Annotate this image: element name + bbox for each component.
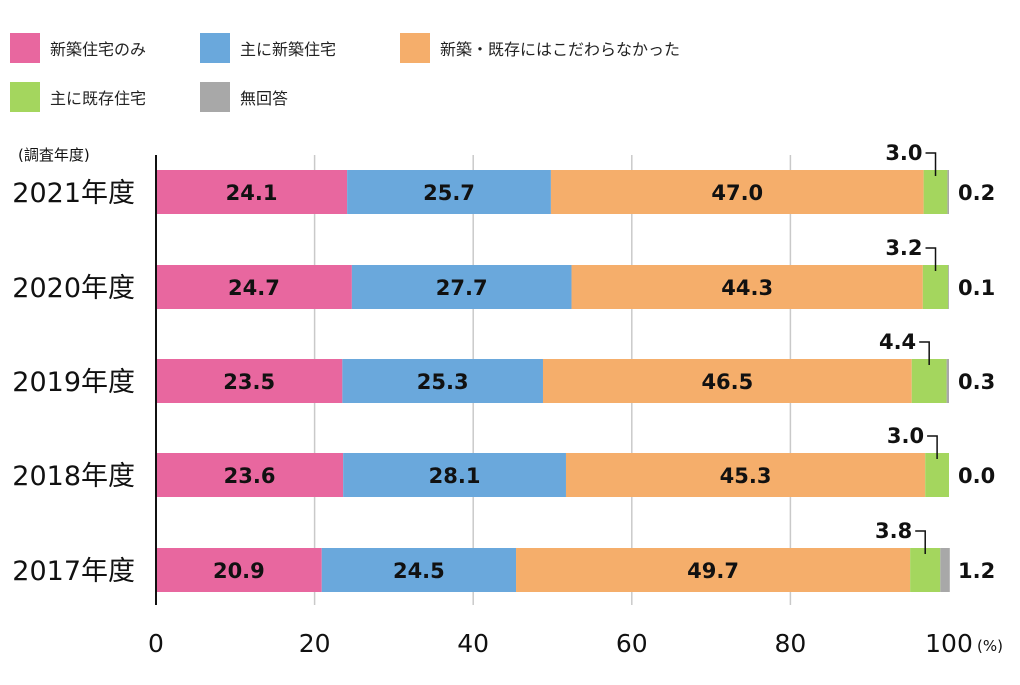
bar-segment [156,359,343,403]
data-label: 23.5 [223,370,275,394]
legend-item-mainly-shinchiku: 主に新築住宅 [200,33,336,63]
x-tick-label: 40 [457,629,489,658]
legend-label: 新築・既存にはこだわらなかった [440,40,681,59]
bar-segment [343,453,566,497]
legend: 新築住宅のみ 主に新築住宅 新築・既存にはこだわらなかった 主に既存住宅 無回答 [0,0,1020,120]
data-label: 3.0 [885,141,922,165]
bar-segment [516,548,911,592]
data-label: 0.0 [958,464,995,488]
bar-segment [550,170,924,214]
leader-line [915,530,926,554]
data-label: 46.5 [701,370,753,394]
data-label: 25.7 [423,181,475,205]
data-label: 49.7 [687,559,739,583]
legend-swatch [400,33,430,63]
category-label: 2020年度 [12,273,135,304]
bar-segment [342,359,543,403]
bar-segment [911,359,947,403]
legend-item-shinchiku-only: 新築住宅のみ [10,33,146,63]
x-tick-label: 60 [616,629,648,658]
legend-swatch [200,33,230,63]
data-label: 0.3 [958,370,995,394]
legend-label: 主に新築住宅 [240,40,337,59]
data-label: 0.1 [958,276,995,300]
data-label: 3.2 [885,236,922,260]
data-label: 3.8 [875,519,912,543]
category-label: 2021年度 [12,178,135,209]
bar-segment [571,265,923,309]
bar-segment [565,453,926,497]
bar-segment [542,359,912,403]
data-label: 23.6 [224,464,276,488]
bar-segment [156,548,322,592]
y-axis-caption: (調査年度) [18,146,90,164]
bar-segment [940,548,950,592]
bar-segment [347,170,551,214]
data-label: 45.3 [720,464,772,488]
bar-segment [947,170,949,214]
data-label: 24.1 [226,181,278,205]
legend-label: 新築住宅のみ [50,40,147,59]
data-label: 20.9 [213,559,265,583]
legend-label: 無回答 [240,89,289,108]
data-label: 27.7 [436,276,488,300]
legend-swatch [10,33,40,63]
bar-segment [156,265,352,309]
bar-segment [948,265,949,309]
data-label: 3.0 [887,424,924,448]
leader-line [925,152,937,176]
data-label: 25.3 [417,370,469,394]
bar-segment [922,265,949,309]
data-label: 4.4 [879,330,916,354]
legend-swatch [10,82,40,112]
legend-item-mainly-existing: 主に既存住宅 [10,82,146,112]
leader-line [919,341,930,365]
legend-swatch [200,82,230,112]
category-label: 2018年度 [12,461,135,492]
leader-line [927,435,938,459]
data-label: 24.7 [228,276,280,300]
unit-label: (%) [977,637,1003,655]
data-label: 0.2 [958,181,995,205]
data-label: 1.2 [958,559,995,583]
data-label: 28.1 [429,464,481,488]
bar-segment [925,453,949,497]
legend-label: 主に既存住宅 [50,89,147,108]
bar-segment [321,548,517,592]
bar-segment [156,453,344,497]
bar-segment [351,265,572,309]
bar-segment [946,359,949,403]
x-tick-label: 0 [148,629,164,658]
bar-segment [910,548,941,592]
data-label: 47.0 [711,181,763,205]
category-label: 2019年度 [12,367,135,398]
leader-line [925,247,937,271]
bar-segment [156,170,348,214]
data-label: 44.3 [721,276,773,300]
category-label: 2017年度 [12,556,135,587]
data-label: 24.5 [393,559,445,583]
x-tick-label: 20 [299,629,331,658]
legend-item-no-preference: 新築・既存にはこだわらなかった [400,33,680,63]
legend-item-no-answer: 無回答 [200,82,288,112]
x-tick-label: 80 [774,629,806,658]
bar-segment [923,170,948,214]
x-tick-label: 100 [925,629,973,658]
